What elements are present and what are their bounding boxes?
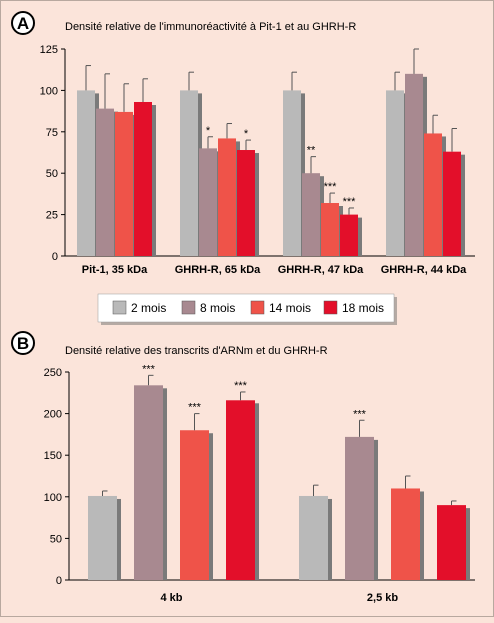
- legend: 2 mois 8 mois 14 mois 18 mois: [97, 293, 397, 325]
- panel-b-bar-14-mois-2-5-kb: [391, 488, 420, 580]
- panel-b-bar-8-mois-4-kb: [134, 385, 163, 580]
- panel-b-category-label: 2,5 kb: [367, 592, 398, 604]
- panel-b-y-tick-label: 0: [56, 575, 62, 587]
- panel-b-bar-shadow: [117, 498, 121, 580]
- panel-b-plot: 0 50 100 150 200 250 *** *** *** 4 kb *** 2,5 kb: [44, 363, 475, 604]
- panel-b-bar-shadow: [163, 388, 167, 580]
- legend-label-18-mois: 18 mois: [342, 301, 384, 315]
- panel-a-bar-8-mois-ghrh-r-65-kda: [199, 148, 217, 256]
- panel-b-badge: [11, 331, 35, 355]
- panel-b-title: Densité relative des transcrits d'ARNm e…: [65, 345, 328, 357]
- panel-b-bar-14-mois-4-kb: [180, 430, 209, 580]
- panel-a-bar-18-mois-ghrh-r-47-kda: [340, 214, 358, 256]
- panel-b-y-tick-label: 100: [44, 492, 62, 504]
- panel-a-y-tick-label: 100: [40, 85, 58, 97]
- panel-b-significance-label: ***: [142, 363, 156, 375]
- panel-b-y-tick-label: 50: [50, 533, 62, 545]
- legend-swatch-2-mois: [112, 300, 127, 315]
- legend-swatch-18-mois: [323, 300, 338, 315]
- panel-a-title: Densité relative de l'immunoréactivité à…: [65, 21, 356, 33]
- panel-b-bar-8-mois-2-5-kb: [345, 436, 374, 580]
- panel-b-significance-label: ***: [188, 402, 202, 414]
- panel-a-y-tick-label: 125: [40, 44, 58, 56]
- panel-a-bar-2-mois-ghrh-r-44-kda: [386, 90, 404, 257]
- panel-a-bar-8-mois-pit-1-35-kda: [96, 108, 114, 256]
- panel-b-bar-shadow: [255, 403, 259, 580]
- panel-a-bar-18-mois-ghrh-r-65-kda: [237, 150, 255, 256]
- panel-a-category-label: GHRH-R, 65 kDa: [175, 264, 261, 276]
- legend-label-14-mois: 14 mois: [269, 301, 311, 315]
- panel-a-bar-18-mois-ghrh-r-44-kda: [443, 151, 461, 256]
- panel-a-bar-8-mois-ghrh-r-47-kda: [302, 173, 320, 256]
- panel-a-significance-label: ***: [343, 196, 357, 208]
- panel-b-y-tick-label: 200: [44, 409, 62, 421]
- legend-label-2-mois: 2 mois: [131, 301, 166, 315]
- panel-a-y-tick-label: 50: [46, 168, 58, 180]
- panel-b-bar-shadow: [328, 498, 332, 580]
- panel-a-bar-14-mois-ghrh-r-44-kda: [424, 133, 442, 256]
- panel-a-bar-2-mois-ghrh-r-65-kda: [180, 90, 198, 257]
- panel-a-bar-8-mois-ghrh-r-44-kda: [405, 73, 423, 256]
- panel-a-bar-shadow: [461, 154, 465, 256]
- panel-a-y-tick-label: 75: [46, 127, 58, 139]
- panel-a-significance-label: *: [244, 128, 249, 140]
- panel-a-badge: [11, 11, 35, 35]
- panel-a-significance-label: ***: [324, 181, 338, 193]
- panel-b-bar-18-mois-4-kb: [226, 400, 255, 580]
- panel-b-letter: B: [17, 334, 29, 353]
- legend-swatch-14-mois: [250, 300, 265, 315]
- panel-b-bar-shadow: [374, 439, 378, 580]
- legend-box: [97, 293, 395, 323]
- panel-a-letter: A: [17, 14, 29, 33]
- panel-a-bar-2-mois-ghrh-r-47-kda: [283, 90, 301, 257]
- panel-a-y-tick-label: 25: [46, 210, 58, 222]
- panel-a-y-tick-label: 0: [52, 251, 58, 263]
- panel-b-bar-2-mois-2-5-kb: [299, 495, 328, 580]
- panel-b-category-label: 4 kb: [160, 592, 182, 604]
- panel-b-bar-shadow: [420, 491, 424, 580]
- panel-a-category-label: GHRH-R, 47 kDa: [278, 264, 364, 276]
- panel-b-bar-2-mois-4-kb: [88, 495, 117, 580]
- panel-a-bar-shadow: [152, 104, 156, 256]
- panel-a-bar-14-mois-ghrh-r-65-kda: [218, 138, 236, 256]
- panel-a-bar-2-mois-pit-1-35-kda: [77, 90, 95, 257]
- legend-label-8-mois: 8 mois: [200, 301, 235, 315]
- panel-a-bar-14-mois-ghrh-r-47-kda: [321, 203, 339, 256]
- panel-b-significance-label: ***: [353, 408, 367, 420]
- panel-a-bar-14-mois-pit-1-35-kda: [115, 111, 133, 256]
- legend-swatch-8-mois: [181, 300, 196, 315]
- panel-b-bar-shadow: [209, 433, 213, 580]
- panel-a-bar-shadow: [255, 153, 259, 256]
- panel-a-significance-label: *: [206, 125, 211, 137]
- panel-a-bar-shadow: [358, 217, 362, 256]
- panel-a-category-label: Pit-1, 35 kDa: [82, 264, 148, 276]
- panel-b-bar-18-mois-2-5-kb: [437, 505, 466, 580]
- panel-b-significance-label: ***: [234, 380, 248, 392]
- panel-b-bar-shadow: [466, 508, 470, 580]
- panel-a-significance-label: **: [307, 145, 316, 157]
- panel-b-y-tick-label: 250: [44, 367, 62, 379]
- panel-a-header: A Densité relative de l'immunoréactivité…: [11, 11, 356, 35]
- panel-a-bar-18-mois-pit-1-35-kda: [134, 101, 152, 256]
- panel-b-y-tick-label: 150: [44, 450, 62, 462]
- panel-a-category-label: GHRH-R, 44 kDa: [381, 264, 467, 276]
- panel-b-header: B Densité relative des transcrits d'ARNm…: [11, 331, 328, 357]
